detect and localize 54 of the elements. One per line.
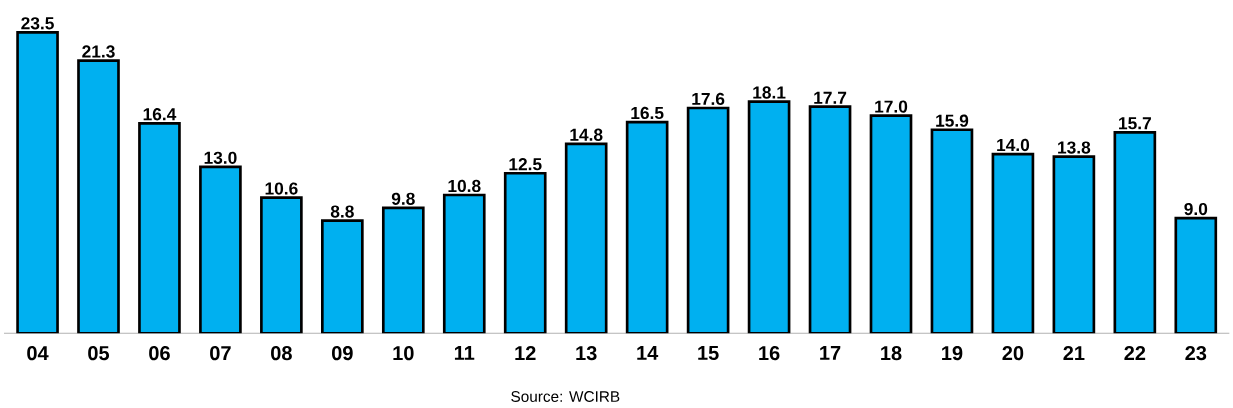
data-label: 17.6 [692,92,725,106]
x-tick-label: 07 [210,346,231,361]
x-tick-label: 08 [271,346,292,361]
bar [686,106,730,334]
data-label: 14.0 [997,138,1030,152]
data-label: 18.1 [753,86,786,99]
bar [625,120,669,334]
x-tick-label: 17 [820,346,841,360]
bar [991,152,1035,334]
data-label: 10.8 [448,179,481,193]
bar [808,105,852,334]
data-label: 8.8 [330,205,354,218]
x-tick-label: 19 [942,346,963,361]
x-tick-label: 16 [759,346,780,361]
x-tick-label: 11 [454,346,475,360]
bar [747,100,791,334]
data-label: 14.8 [570,128,603,141]
bar [869,114,913,334]
x-tick-label: 22 [1124,346,1146,361]
data-label: 16.4 [143,108,177,121]
x-tick-label: 10 [393,346,414,361]
data-label: 23.5 [21,17,54,30]
x-tick-label: 06 [149,346,170,361]
x-tick-label: 12 [515,346,536,361]
data-label: 13.0 [204,151,237,164]
data-label: 15.7 [1119,117,1151,130]
x-tick-label: 13 [576,346,597,361]
bar [1052,155,1096,334]
bar [77,59,120,334]
data-label: 17.0 [875,100,908,113]
x-tick-label: 05 [88,346,110,361]
x-tick-label: 23 [1185,346,1207,361]
x-tick-label: 15 [698,346,719,360]
bar [199,165,242,334]
x-tick-label: 14 [637,346,659,360]
x-tick-label: 18 [881,346,902,361]
data-label: 17.7 [814,91,847,104]
source-note: Source: WCIRB [511,391,620,402]
data-label: 13.8 [1058,141,1091,154]
bar [930,128,974,334]
bar [321,219,364,334]
data-label: 12.5 [509,158,542,171]
x-tick-label: 20 [1002,346,1024,361]
data-label: 9.8 [391,192,415,205]
bar [260,196,303,334]
x-tick-label: 21 [1063,346,1085,361]
x-tick-label: 09 [332,346,353,361]
data-label: 16.5 [631,106,664,120]
data-label: 21.3 [82,45,115,58]
data-label: 9.0 [1184,202,1208,216]
x-tick-label: 04 [27,346,49,361]
bar [16,31,59,334]
data-label: 10.6 [265,182,298,195]
data-label: 15.9 [936,114,969,127]
